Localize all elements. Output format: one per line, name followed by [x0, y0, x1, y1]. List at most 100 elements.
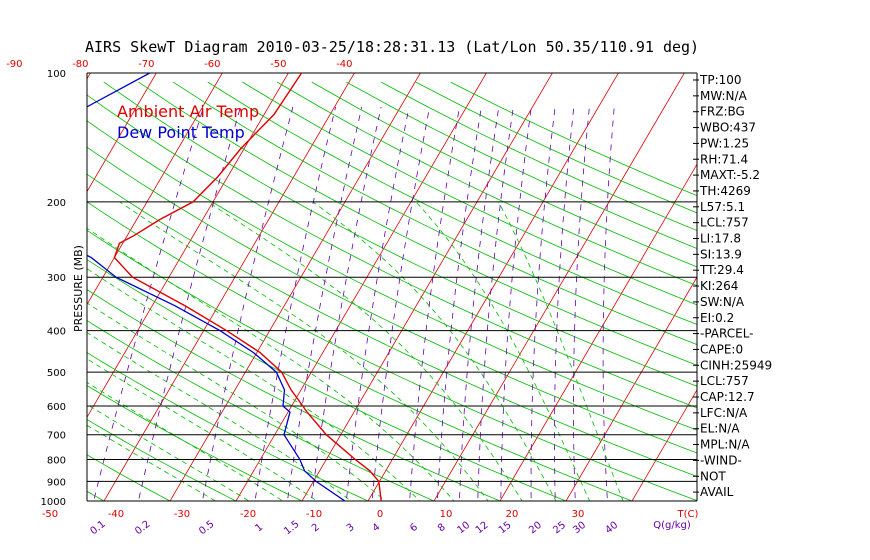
dry-adiabat-line: [87, 201, 697, 501]
dewpoint-profile-line: [87, 73, 346, 501]
index-entry: CAP:12.7: [700, 390, 755, 404]
dry-adiabat-line: [87, 146, 697, 454]
index-entry: -PARCEL-: [700, 327, 754, 341]
dry-adiabat-line: [0, 82, 53, 510]
mixing-ratio-tick-label: 8: [436, 522, 448, 535]
mixing-ratio-tick-label: 3: [345, 522, 357, 535]
index-entry: AVAIL: [700, 485, 734, 499]
dry-adiabat-line: [381, 81, 697, 231]
mixing-ratio-tick-label: 20: [527, 520, 544, 537]
dry-adiabat-line: [87, 419, 237, 501]
mixing-ratio-line: [371, 106, 430, 501]
moist-adiabat-line: [87, 381, 284, 501]
pressure-tick-label: 800: [47, 456, 66, 467]
isotherm-line: [433, 73, 685, 501]
mixing-ratio-line: [137, 106, 241, 501]
mixing-ratio-tick-label: 0.5: [197, 519, 216, 537]
dry-adiabat-line: [87, 384, 303, 501]
chart-title: AIRS SkewT Diagram 2010-03-25/18:28:31.1…: [85, 38, 699, 56]
dry-adiabat-line: [87, 94, 697, 409]
index-entry: MPL:N/A: [700, 438, 750, 452]
mixing-ratio-tick-label: 0.2: [133, 519, 152, 537]
mixing-ratio-line: [554, 106, 575, 501]
isotherm-line: [87, 73, 157, 193]
mixing-ratio-line: [202, 106, 294, 501]
isotherm-line: [301, 73, 553, 501]
y-axis-label: PRESSURE (MB): [72, 245, 85, 332]
mixing-ratio-line: [436, 106, 482, 501]
isotherm-line: [499, 163, 697, 501]
mixing-ratio-line: [409, 106, 460, 501]
isotherm-line: [565, 276, 697, 501]
index-entry: LFC:N/A: [700, 406, 748, 420]
dry-adiabat-line: [87, 173, 697, 477]
dry-adiabat-line: [87, 289, 502, 501]
index-entry: SI:13.9: [700, 247, 742, 261]
mixing-ratio-line: [573, 106, 590, 501]
index-entry: WBO:437: [700, 121, 756, 135]
mixing-ratio-tick-label: 1: [254, 522, 266, 535]
dry-adiabat-line: [276, 81, 697, 287]
temperature-profile-line: [113, 73, 382, 501]
mixing-ratio-line: [459, 106, 500, 501]
mixing-ratio-line: [477, 106, 514, 501]
isotherm-line: [0, 63, 30, 510]
index-entry: RH:71.4: [700, 152, 748, 166]
mixing-ratio-line: [287, 106, 363, 501]
mixing-ratio-line: [254, 106, 336, 501]
mixing-ratio-line: [93, 106, 204, 501]
dry-adiabat-line: [87, 120, 697, 431]
isotherm-line: [235, 73, 487, 501]
index-entry: PW:1.25: [700, 136, 749, 150]
index-entry: FRZ:BG: [700, 105, 745, 119]
moist-adiabat-line: [87, 268, 421, 501]
index-entry: TT:29.4: [699, 263, 744, 277]
index-entry: NOT: [700, 469, 726, 483]
isotherm-line: [103, 73, 355, 501]
dry-adiabat-line: [87, 490, 105, 501]
top-temp-tick-label: -50: [270, 59, 286, 70]
mixing-ratio-tick-label: 10: [455, 520, 472, 537]
pressure-tick-label: 700: [47, 431, 66, 442]
mixing-ratio-tick-label: 4: [371, 522, 383, 535]
pressure-tick-label: 500: [47, 368, 66, 379]
top-temp-tick-label: -80: [72, 59, 88, 70]
temp-unit-label: T(C): [677, 509, 699, 520]
index-entry: CINH:25949: [700, 358, 772, 372]
legend-temp: Ambient Air Temp: [117, 102, 259, 121]
index-entry: MW:N/A: [700, 89, 748, 103]
dry-adiabat-line: [87, 259, 568, 501]
moist-adiabat-line: [119, 201, 489, 501]
dry-adiabat-line: [207, 81, 697, 325]
top-temp-tick-label: -60: [204, 59, 220, 70]
pressure-tick-label: 900: [47, 477, 66, 488]
axis-ticks: -120-110-100-90-80-70-60-50-40-50-40-30-…: [6, 59, 699, 537]
bottom-temp-tick-label: -10: [306, 509, 322, 520]
mixing-ratio-line: [345, 106, 410, 501]
mixing-ratio-tick-label: 12: [474, 520, 491, 537]
isotherm-line: [169, 73, 421, 501]
moist-adiabat-line: [87, 332, 352, 501]
mixing-ratio-tick-label: 15: [497, 520, 514, 537]
mixing-ratio-tick-label: 0.1: [88, 519, 107, 537]
pressure-lines: 100 200 300 400 500 600 700 800 900 1000: [41, 69, 697, 508]
dry-adiabat-line: [138, 81, 697, 366]
mixing-ratio-line: [500, 106, 532, 501]
bottom-temp-tick-label: -40: [108, 509, 124, 520]
index-entry: -WIND-: [700, 453, 742, 467]
top-temp-tick-label: -90: [6, 59, 22, 70]
dry-adiabat-line: [415, 81, 697, 214]
index-entry: LCL:757: [700, 374, 749, 388]
moist-adiabat-line: [87, 358, 318, 501]
bottom-temp-tick-label: -30: [174, 509, 190, 520]
dry-adiabat-line: [87, 352, 369, 501]
index-entry: TP:100: [699, 73, 742, 87]
dry-adiabat-line: [87, 454, 171, 501]
bottom-temp-tick-label: -50: [42, 509, 58, 520]
isotherm-line: [631, 389, 697, 501]
index-entry: SW:N/A: [700, 295, 745, 309]
moist-adiabat-line: [87, 424, 217, 501]
index-entry: LI:17.8: [700, 232, 741, 246]
